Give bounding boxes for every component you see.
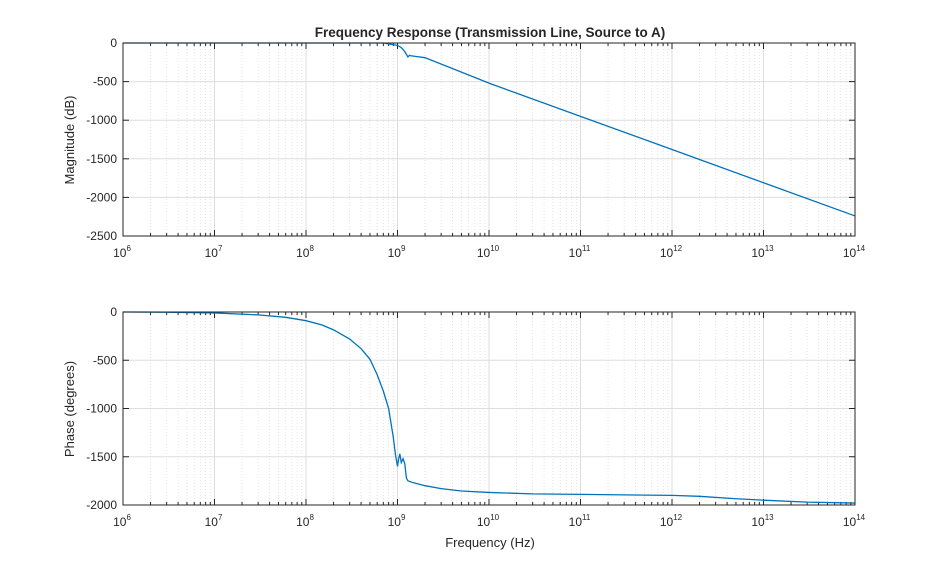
- phase-y-axis-label: Phase (degrees): [62, 361, 77, 457]
- phase-x-tick-label: 1012: [660, 513, 683, 529]
- phase-y-tick-label: -1500: [86, 450, 117, 464]
- phase-x-tick-label: 1011: [569, 513, 591, 529]
- magnitude-y-tick-label: -500: [93, 75, 117, 89]
- magnitude-x-tick-label: 1013: [751, 244, 774, 260]
- magnitude-y-axis-label: Magnitude (dB): [62, 96, 77, 185]
- phase-y-tick-label: -500: [93, 353, 117, 367]
- phase-y-tick-label: -2000: [86, 498, 117, 512]
- phase-x-tick-label: 1014: [843, 513, 866, 529]
- magnitude-y-tick-label: -2500: [86, 229, 117, 243]
- magnitude-y-tick-label: -1500: [86, 152, 117, 166]
- magnitude-x-tick-label: 1011: [569, 244, 591, 260]
- magnitude-x-tick-label: 109: [388, 244, 406, 260]
- magnitude-axes-frame: [122, 42, 856, 237]
- frequency-x-axis-label: Frequency (Hz): [445, 535, 535, 550]
- phase-x-tick-label: 106: [113, 513, 131, 529]
- phase-x-tick-label: 108: [296, 513, 314, 529]
- phase-x-tick-label: 1013: [751, 513, 774, 529]
- phase-axes-frame: [122, 311, 856, 506]
- phase-plot: 106 107 108 109 1010 1011 1012 1013 1014 0 -500 -10…: [86, 305, 865, 529]
- magnitude-x-tick-label: 106: [113, 244, 131, 260]
- magnitude-y-tick-label: -1000: [86, 113, 117, 127]
- magnitude-x-tick-label: 108: [296, 244, 314, 260]
- phase-y-tick-label: -1000: [86, 402, 117, 416]
- phase-x-tick-label: 109: [388, 513, 406, 529]
- phase-y-tick-label: 0: [110, 305, 117, 319]
- magnitude-x-tick-label: 1012: [660, 244, 683, 260]
- phase-x-tick-label: 107: [205, 513, 223, 529]
- magnitude-x-tick-label: 107: [205, 244, 223, 260]
- magnitude-x-tick-label: 1014: [843, 244, 866, 260]
- phase-series-line: [122, 311, 856, 504]
- magnitude-y-tick-label: -2000: [86, 190, 117, 204]
- magnitude-plot: 106 107 108 109 1010 1011 1012 1013 1014 0 -500 -10…: [86, 36, 865, 260]
- magnitude-y-tick-label: 0: [110, 36, 117, 50]
- chart-title: Frequency Response (Transmission Line, S…: [315, 25, 666, 40]
- phase-x-tick-label: 1010: [477, 513, 500, 529]
- magnitude-x-tick-label: 1010: [477, 244, 500, 260]
